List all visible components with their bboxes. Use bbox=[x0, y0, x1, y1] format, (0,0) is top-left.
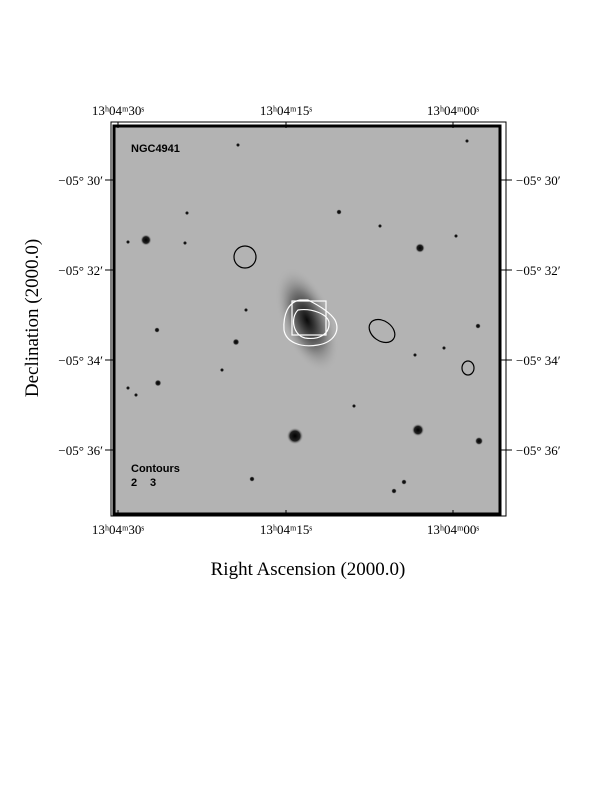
y-tick-label-left: −05° 30′ bbox=[58, 173, 103, 188]
axis-ticks bbox=[105, 122, 512, 516]
y-tick-label-right: −05° 30′ bbox=[516, 173, 561, 188]
x-tick-label-top: 13ʰ04ᵐ00ˢ bbox=[427, 103, 480, 118]
contour-level: 2 bbox=[131, 477, 137, 489]
galaxy bbox=[275, 267, 339, 373]
contours-label: Contours bbox=[131, 463, 180, 475]
y-tick-label-left: −05° 36′ bbox=[58, 443, 103, 458]
contour-black bbox=[461, 360, 475, 376]
star bbox=[401, 479, 407, 485]
contours bbox=[233, 245, 475, 376]
x-tick-label-bottom: 13ʰ04ᵐ00ˢ bbox=[427, 522, 480, 537]
star bbox=[140, 234, 152, 246]
x-axis-label: Right Ascension (2000.0) bbox=[211, 559, 406, 580]
star bbox=[219, 367, 225, 373]
star bbox=[154, 327, 160, 333]
chart-title: NGC4941 bbox=[131, 143, 180, 155]
star bbox=[243, 307, 249, 313]
contour-white-box bbox=[291, 300, 327, 336]
star bbox=[464, 138, 470, 144]
star bbox=[391, 488, 397, 494]
contour-black bbox=[233, 245, 257, 269]
x-tick-label-bottom: 13ʰ04ᵐ15ˢ bbox=[260, 522, 313, 537]
contour-black bbox=[368, 318, 396, 344]
star bbox=[125, 239, 131, 245]
x-tick-label-top: 13ʰ04ᵐ30ˢ bbox=[92, 103, 145, 118]
star bbox=[235, 142, 241, 148]
x-tick-label-top: 13ʰ04ᵐ15ˢ bbox=[260, 103, 313, 118]
star bbox=[182, 240, 188, 246]
star bbox=[286, 427, 304, 445]
y-tick-label-left: −05° 34′ bbox=[58, 353, 103, 368]
x-tick-label-bottom: 13ʰ04ᵐ30ˢ bbox=[92, 522, 145, 537]
star bbox=[453, 233, 459, 239]
star bbox=[336, 209, 342, 215]
contour-level: 3 bbox=[150, 477, 156, 489]
star bbox=[133, 392, 139, 398]
y-tick-label-right: −05° 34′ bbox=[516, 353, 561, 368]
star bbox=[411, 423, 425, 437]
star bbox=[232, 338, 240, 346]
star bbox=[441, 345, 447, 351]
contour-white-inner bbox=[292, 309, 330, 340]
star bbox=[415, 243, 425, 253]
star bbox=[351, 403, 357, 409]
star bbox=[249, 476, 255, 482]
star bbox=[377, 223, 383, 229]
star bbox=[412, 352, 418, 358]
y-tick-label-left: −05° 32′ bbox=[58, 263, 103, 278]
y-tick-label-right: −05° 32′ bbox=[516, 263, 561, 278]
star bbox=[474, 436, 484, 446]
star bbox=[475, 323, 481, 329]
y-axis-label: Declination (2000.0) bbox=[22, 239, 43, 397]
star bbox=[154, 379, 162, 387]
star bbox=[184, 210, 190, 216]
star bbox=[125, 385, 131, 391]
y-tick-label-right: −05° 36′ bbox=[516, 443, 561, 458]
stars-layer bbox=[125, 138, 484, 494]
